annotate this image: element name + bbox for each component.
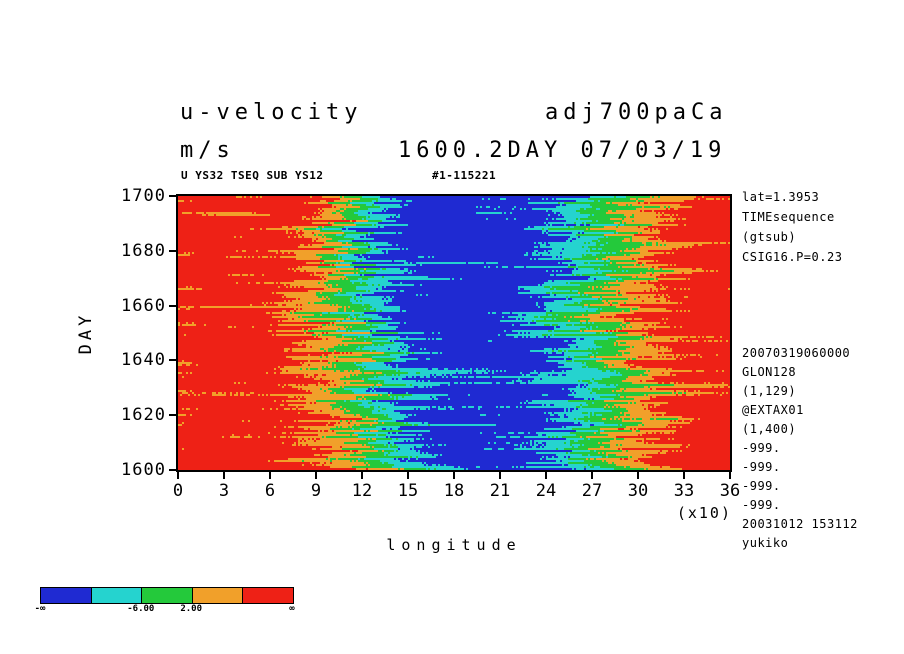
y-tick-mark [169, 249, 176, 252]
x-tick-label: 27 [581, 481, 603, 501]
y-tick-label: 1660 [121, 295, 166, 316]
colorbar [40, 587, 294, 604]
x-tick-mark [177, 472, 179, 479]
x-tick-mark [315, 472, 317, 479]
y-tick-label: 1620 [121, 405, 166, 426]
y-axis-label: DAY [76, 311, 96, 355]
colorbar-label: 2.00 [180, 604, 203, 614]
x-tick-mark [269, 472, 271, 479]
y-tick-mark [169, 195, 176, 197]
y-tick-label: 1640 [121, 350, 166, 371]
colorbar-label: -6.00 [127, 604, 155, 614]
x-tick-label: 6 [264, 481, 276, 501]
x-tick-label: 15 [397, 481, 419, 501]
x-tick-label: 3 [218, 481, 230, 501]
x-tick-mark [407, 472, 409, 479]
dataset-id-label: U YS32 TSEQ SUB YS12 [181, 169, 324, 182]
heatmap-plot-frame [176, 194, 732, 472]
annotation-line: -999. [742, 460, 781, 474]
annotation-line: lat=1.3953 [742, 190, 820, 204]
y-tick-mark [169, 469, 176, 471]
y-tick-label: 1700 [121, 186, 166, 206]
annotation-line: (1,400) [742, 422, 797, 436]
annotation-line: -999. [742, 441, 781, 455]
annotation-line: 20070319060000 [742, 346, 851, 360]
colorbar-segment [91, 588, 143, 603]
x-tick-label: 33 [673, 481, 695, 501]
heatmap-canvas [178, 196, 730, 470]
x-tick-mark [545, 472, 547, 479]
x-tick-mark [637, 472, 639, 479]
annotation-line: @EXTAX01 [742, 403, 804, 417]
annotation-line: yukiko [742, 536, 789, 550]
x-tick-mark [591, 472, 593, 479]
plot-subtitle: adj700paCa [545, 100, 728, 125]
x-tick-mark [729, 472, 731, 479]
colorbar-segment [243, 588, 293, 603]
colorbar-segment [41, 588, 92, 603]
x-tick-mark [683, 472, 685, 479]
annotation-line: -999. [742, 479, 781, 493]
colorbar-label: ∞ [289, 604, 295, 614]
annotation-line: (gtsub) [742, 230, 797, 244]
run-id-label: #1-115221 [432, 169, 497, 182]
y-tick-label: 1680 [121, 240, 166, 261]
plot-units: m/s [180, 138, 235, 163]
x-axis-label: longitude [386, 536, 522, 554]
x-tick-mark [499, 472, 501, 479]
x-tick-label: 30 [627, 481, 649, 501]
colorbar-label: -∞ [34, 604, 46, 614]
plot-title: u-velocity [180, 100, 363, 125]
x-axis-unit: (x10) [676, 504, 732, 522]
y-tick-mark [169, 359, 176, 362]
x-tick-mark [453, 472, 455, 479]
x-tick-label: 12 [351, 481, 373, 501]
x-tick-label: 21 [489, 481, 511, 501]
y-tick-label: 1600 [121, 460, 166, 480]
annotation-line: (1,129) [742, 384, 797, 398]
x-tick-label: 24 [535, 481, 557, 501]
x-tick-label: 36 [719, 481, 741, 501]
annotation-line: TIMEsequence [742, 210, 835, 224]
x-tick-label: 0 [172, 481, 184, 501]
annotation-line: CSIG16.P=0.23 [742, 250, 843, 264]
y-tick-mark [169, 304, 176, 307]
x-tick-label: 18 [443, 481, 465, 501]
plot-day-stamp: 1600.2DAY 07/03/19 [398, 138, 727, 163]
annotation-line: -999. [742, 498, 781, 512]
x-tick-mark [223, 472, 225, 479]
colorbar-segment [192, 588, 244, 603]
annotation-line: 20031012 153112 [742, 517, 858, 531]
y-tick-mark [169, 414, 176, 417]
colorbar-segment [142, 588, 193, 603]
annotation-line: GLON128 [742, 365, 797, 379]
x-tick-label: 9 [310, 481, 322, 501]
x-tick-mark [361, 472, 363, 479]
